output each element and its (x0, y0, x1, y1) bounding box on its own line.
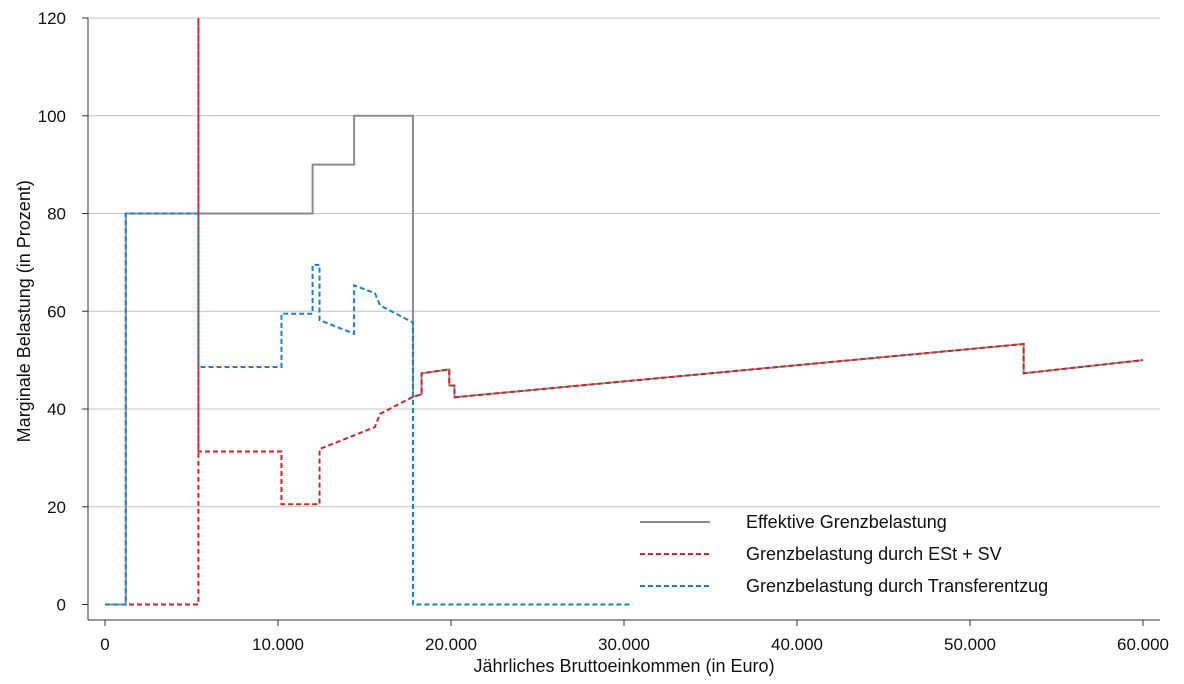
y-tick-label: 80 (47, 205, 66, 224)
x-tick-label: 60.000 (1117, 635, 1169, 654)
y-tick-label: 120 (38, 9, 66, 28)
x-tick-label: 30.000 (598, 635, 650, 654)
gridlines (88, 17, 1160, 508)
x-tick-label: 10.000 (252, 635, 304, 654)
x-axis-title: Jährliches Bruttoeinkommen (in Euro) (473, 656, 774, 676)
series-line-1 (105, 114, 1144, 606)
y-tick-label: 60 (47, 302, 66, 321)
x-tick-label: 50.000 (944, 635, 996, 654)
ticks: 0 20 40 60 80 100 120 0 10.000 20.000 30.000 40.000… (38, 9, 1169, 654)
series-line-3 (105, 212, 633, 606)
legend-label-3: Grenzbelastung durch Transferentzug (746, 576, 1048, 596)
y-tick-label: 20 (47, 498, 66, 517)
x-tick-label: 0 (100, 635, 109, 654)
legend: Effektive Grenzbelastung Grenzbelastung d… (640, 512, 1048, 596)
series-line-2 (105, 18, 1144, 606)
axes (87, 18, 1160, 621)
y-tick-label: 0 (57, 596, 66, 615)
y-tick-label: 40 (47, 400, 66, 419)
y-axis-title: Marginale Belastung (in Prozent) (14, 180, 34, 442)
x-tick-label: 40.000 (771, 635, 823, 654)
legend-label-2: Grenzbelastung durch ESt + SV (746, 544, 1002, 564)
legend-label-1: Effektive Grenzbelastung (746, 512, 947, 532)
series-layer (105, 18, 1144, 606)
y-tick-label: 100 (38, 107, 66, 126)
x-tick-label: 20.000 (425, 635, 477, 654)
